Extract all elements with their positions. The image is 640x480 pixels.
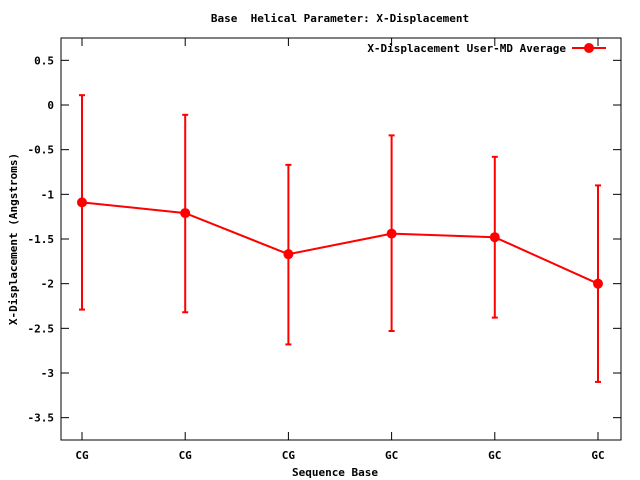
x-tick-label: GC	[488, 449, 501, 462]
x-tick-label: CG	[179, 449, 193, 462]
y-tick-label: -3	[41, 367, 54, 380]
y-axis-label: X-Displacement (Angstroms)	[7, 153, 20, 325]
y-tick-label: -1	[41, 188, 55, 201]
series-layer	[77, 94, 603, 383]
x-tick-label: GC	[385, 449, 398, 462]
y-tick-label: 0.5	[34, 54, 54, 67]
y-axis: 0.5 0 -0.5 -1 -1.5 -2 -2.5 -3 -3.5	[28, 54, 621, 425]
x-axis: CG CG CG GC GC GC	[75, 38, 605, 462]
series-line	[81, 201, 599, 285]
y-tick-label: -0.5	[28, 144, 55, 157]
legend-marker	[584, 43, 594, 53]
x-tick-label: GC	[591, 449, 604, 462]
y-tick-label: -1.5	[28, 233, 55, 246]
data-point	[489, 232, 500, 243]
data-point	[283, 249, 294, 260]
chart-title: Base Helical Parameter: X-Displacement	[211, 12, 469, 25]
y-tick-label: -3.5	[28, 412, 55, 425]
y-tick-label: -2.5	[28, 322, 55, 335]
data-point	[180, 208, 191, 219]
x-tick-label: CG	[75, 449, 89, 462]
x-axis-label: Sequence Base	[292, 466, 378, 479]
data-point	[593, 278, 603, 289]
legend-label: X-Displacement User-MD Average	[367, 42, 566, 55]
x-tick-label: CG	[282, 449, 296, 462]
legend: X-Displacement User-MD Average	[367, 42, 606, 55]
y-tick-label: -2	[41, 278, 54, 291]
y-tick-label: 0	[47, 99, 54, 112]
data-point	[77, 197, 87, 208]
data-point	[386, 228, 397, 239]
plot-frame	[60, 37, 622, 441]
